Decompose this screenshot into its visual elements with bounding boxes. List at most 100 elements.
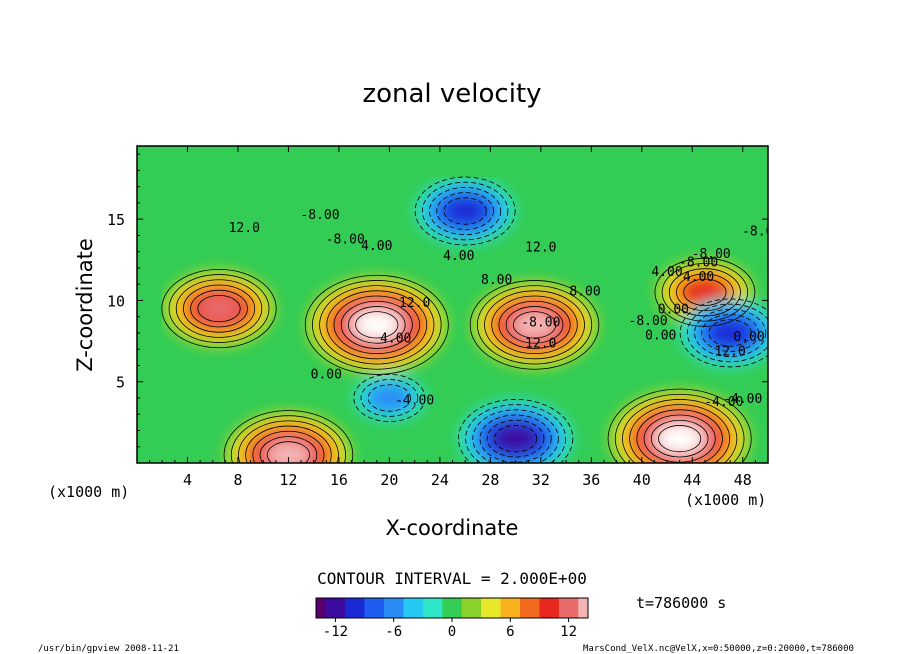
contour-line — [607, 388, 752, 463]
colorbar-cell — [432, 598, 438, 618]
colorbar-cell — [486, 598, 492, 618]
x-axis-label: X-coordinate — [386, 516, 519, 540]
contour-line — [676, 273, 734, 312]
field-level — [513, 311, 556, 339]
colorbar-cell — [573, 598, 579, 618]
contour-line — [168, 274, 270, 343]
colorbar — [316, 598, 589, 618]
contour-line — [484, 290, 585, 360]
contour-label: 12.0 — [229, 221, 260, 236]
colorbar-cell — [340, 598, 346, 618]
colorbar-cell — [442, 598, 448, 618]
x-tick-label: 24 — [431, 471, 449, 489]
contour-line — [629, 404, 731, 463]
contour-line — [486, 419, 545, 458]
contour-line — [636, 409, 723, 463]
colorbar-tick-label: -6 — [385, 624, 402, 640]
colorbar-cell — [413, 598, 419, 618]
colorbar-cell — [388, 598, 395, 618]
colorbar-cell — [330, 598, 336, 618]
x-tick-label: 16 — [330, 471, 348, 489]
colorbar-cell — [476, 598, 482, 618]
contour-line — [259, 436, 318, 463]
colorbar-cell — [466, 598, 472, 618]
colorbar-cell — [544, 598, 550, 618]
contour-label: -4.00 — [723, 392, 762, 407]
contour-line — [304, 274, 449, 375]
contour-line — [367, 384, 411, 412]
colorbar-cell — [325, 598, 332, 618]
contour-line — [458, 399, 574, 463]
contour-label: 0.00 — [658, 302, 689, 317]
contour-line — [223, 410, 354, 463]
contour-line — [311, 280, 442, 370]
colorbar-cell — [524, 598, 531, 618]
colorbar-cell — [481, 598, 487, 618]
contour-line — [694, 308, 767, 357]
contour-line — [472, 409, 559, 463]
colorbar-cell — [379, 598, 385, 618]
colorbar-cell — [320, 598, 327, 618]
contour-label: -8.00 — [742, 224, 781, 239]
contour-label: -8.00 — [629, 314, 668, 329]
contour-line — [360, 379, 419, 417]
colorbar-cell — [563, 598, 570, 618]
colorbar-cell — [471, 598, 477, 618]
contour-label: 12.0 — [525, 337, 556, 352]
contour-label: -8.00 — [300, 208, 339, 223]
contour-line — [161, 268, 277, 349]
field-level — [658, 425, 701, 452]
colorbar-cell — [520, 598, 526, 618]
contour-line — [238, 420, 339, 463]
colorbar-cell — [568, 598, 574, 618]
colorbar-tick-label: -12 — [323, 624, 348, 640]
contour-label: 0.00 — [311, 367, 342, 382]
contour-label: 0.00 — [733, 330, 764, 345]
contour-line — [326, 290, 428, 360]
contour-line — [266, 441, 311, 463]
y-tick-label: 15 — [107, 211, 125, 229]
x-tick-label: 44 — [683, 471, 701, 489]
contour-line — [421, 181, 509, 241]
contour-label: 4.00 — [651, 265, 682, 280]
x-tick-label: 32 — [532, 471, 550, 489]
contour-line — [319, 285, 435, 365]
colorbar-cell — [500, 598, 506, 618]
contour-line — [708, 319, 752, 347]
contour-label: 4.00 — [443, 249, 474, 264]
contour-line — [183, 284, 256, 333]
footer-left: /usr/bin/gpview 2008-11-21 — [38, 644, 179, 654]
colorbar-cell — [408, 598, 414, 618]
contour-line — [469, 280, 600, 370]
y-tick-label: 5 — [116, 374, 125, 392]
contour-line — [505, 306, 564, 344]
contour-line — [614, 393, 745, 463]
colorbar-cell — [350, 598, 356, 618]
colorbar-cell — [490, 598, 497, 618]
x-tick-label: 48 — [734, 471, 752, 489]
field-level — [267, 441, 310, 463]
contour-line — [230, 415, 347, 463]
colorbar-tick-label: 12 — [560, 624, 577, 640]
x-tick-label: 36 — [582, 471, 600, 489]
contour-label: 12.0 — [399, 296, 430, 311]
colorbar-cell — [515, 598, 521, 618]
contour-line — [443, 197, 487, 225]
colorbar-cell — [505, 598, 511, 618]
contour-line — [491, 295, 578, 355]
colorbar-cell — [369, 598, 375, 618]
contour-line — [476, 285, 593, 365]
colorbar-cell — [359, 598, 366, 618]
field-level — [443, 197, 487, 225]
contour-line — [353, 373, 426, 422]
contour-line — [701, 314, 759, 352]
contour-line — [190, 289, 248, 328]
colorbar-cell — [452, 598, 458, 618]
colorbar-cell — [578, 598, 584, 618]
y-tick-label: 10 — [107, 292, 125, 310]
colorbar-cell — [539, 598, 545, 618]
contour-line — [347, 306, 406, 344]
contour-line — [479, 414, 552, 463]
colorbar-cell — [456, 598, 463, 618]
